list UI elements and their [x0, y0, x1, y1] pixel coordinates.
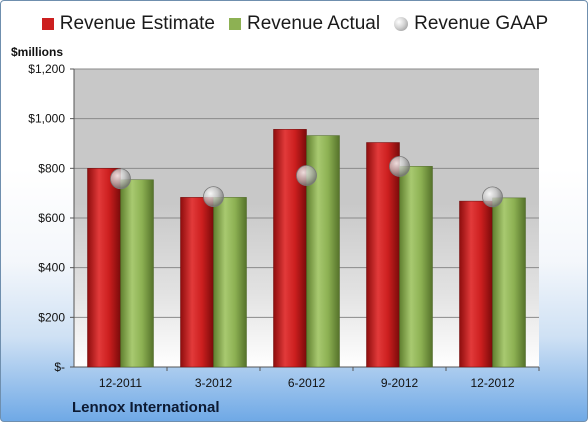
bar-revenue-actual: [213, 197, 247, 368]
legend-item-estimate: Revenue Estimate: [41, 13, 215, 35]
x-tick-label: 12-2012: [470, 376, 514, 390]
legend-item-actual: Revenue Actual: [229, 13, 380, 35]
marker-revenue-gaap: [482, 186, 503, 208]
bar-revenue-actual: [399, 166, 433, 368]
y-tick-label: $1,000: [28, 112, 65, 126]
legend-swatch-actual: [229, 18, 241, 30]
bar-revenue-estimate: [87, 168, 121, 368]
y-tick-label: $600: [38, 211, 65, 225]
y-axis-unit-label: $millions: [11, 45, 64, 59]
bar-revenue-actual: [120, 179, 154, 368]
legend-label-actual: Revenue Actual: [247, 13, 381, 34]
legend-swatch-gaap: [394, 17, 409, 31]
legend-swatch-estimate: [41, 18, 54, 30]
bar-revenue-actual: [306, 135, 340, 368]
y-tick-label: $200: [38, 310, 65, 324]
x-tick-label: 12-2011: [99, 376, 142, 390]
x-tick-label: 3-2012: [195, 376, 233, 390]
legend-label-estimate: Revenue Estimate: [59, 13, 215, 34]
y-tick-label: $-: [54, 360, 65, 374]
y-tick-label: $800: [38, 161, 65, 175]
y-tick-label: $1,200: [28, 62, 65, 76]
legend-label-gaap: Revenue GAAP: [414, 13, 549, 34]
marker-revenue-gaap: [296, 165, 317, 186]
legend-item-gaap: Revenue GAAP: [394, 13, 548, 35]
bar-revenue-estimate: [273, 129, 307, 368]
bar-revenue-actual: [492, 197, 526, 368]
legend: Revenue Estimate Revenue Actual Revenue …: [1, 13, 587, 35]
y-tick-label: $400: [38, 261, 65, 275]
marker-revenue-gaap: [389, 155, 410, 177]
marker-revenue-gaap: [203, 186, 224, 208]
x-tick-label: 6-2012: [288, 376, 326, 390]
x-tick-label: 9-2012: [381, 376, 419, 390]
bar-revenue-estimate: [459, 200, 493, 368]
company-name: Lennox International: [72, 399, 220, 416]
marker-revenue-gaap: [110, 168, 131, 190]
bar-revenue-estimate: [366, 142, 400, 368]
bar-revenue-estimate: [180, 197, 214, 368]
